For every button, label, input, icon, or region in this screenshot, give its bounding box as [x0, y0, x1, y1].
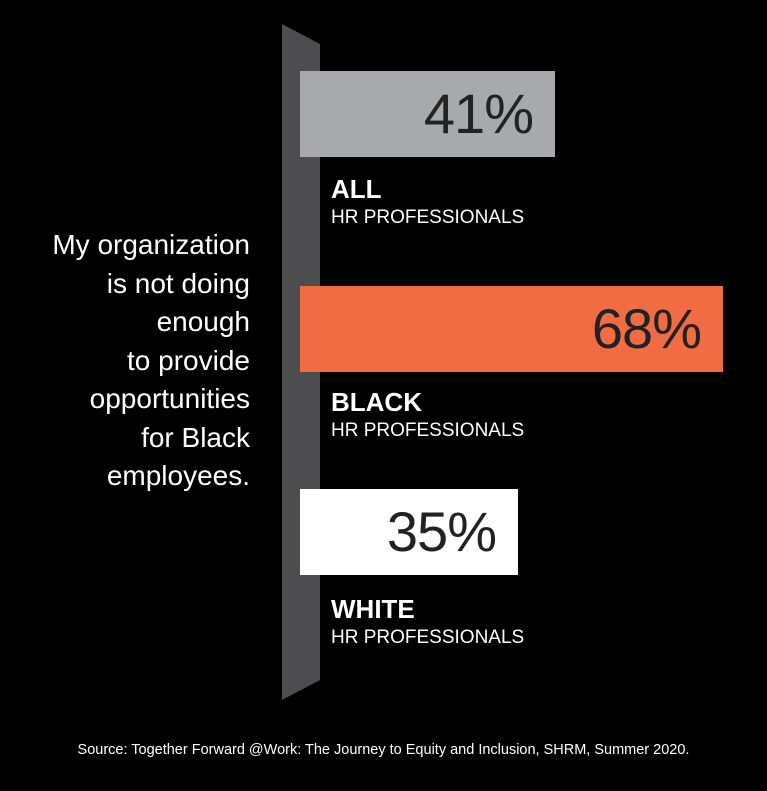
category-sublabel: HR PROFESSIONALS	[331, 420, 525, 441]
category-label: ALL	[331, 174, 382, 204]
category-label: WHITE	[331, 594, 415, 624]
category-sublabel: HR PROFESSIONALS	[331, 627, 525, 648]
category-label: BLACK	[331, 387, 422, 417]
bar-value-label: 35%	[386, 500, 497, 563]
bar-black: 68%	[300, 286, 723, 372]
bar-white: 35%	[300, 489, 518, 575]
category-sublabel: HR PROFESSIONALS	[331, 207, 525, 228]
bar-all: 41%	[300, 71, 555, 157]
bar-value-label: 68%	[591, 297, 702, 360]
bar-value-label: 41%	[423, 82, 534, 145]
source-note: Source: Together Forward @Work: The Jour…	[77, 742, 690, 758]
survey-statement: My organization is not doing enough to p…	[52, 229, 250, 491]
